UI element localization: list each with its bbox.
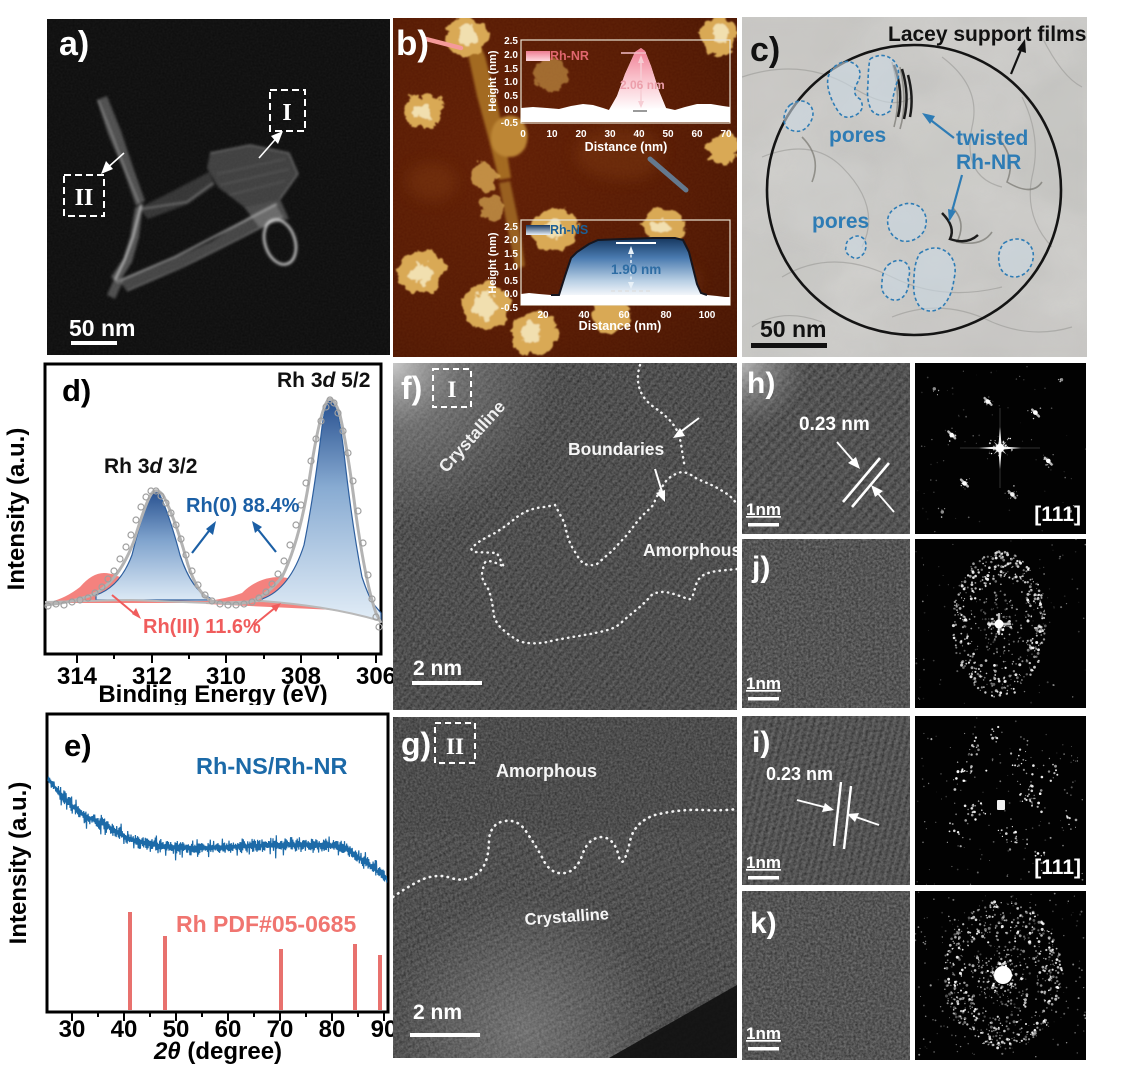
svg-text:-0.5: -0.5 (501, 303, 519, 314)
svg-text:0.23 nm: 0.23 nm (766, 764, 833, 784)
svg-text:Rh 3d 5/2: Rh 3d 5/2 (277, 369, 370, 392)
svg-text:c): c) (750, 31, 780, 69)
svg-text:pores: pores (829, 124, 886, 147)
svg-text:1.90 nm: 1.90 nm (611, 262, 661, 277)
svg-text:100: 100 (699, 310, 716, 321)
svg-text:Rh(0) 88.4%: Rh(0) 88.4% (186, 495, 300, 517)
svg-text:1nm: 1nm (746, 500, 781, 519)
svg-text:b): b) (396, 24, 429, 63)
svg-text:30: 30 (604, 129, 616, 140)
svg-text:20: 20 (537, 310, 549, 321)
svg-text:d): d) (62, 373, 91, 408)
svg-text:Rh PDF#05-0685: Rh PDF#05-0685 (176, 911, 356, 937)
svg-text:[111]: [111] (1034, 503, 1081, 526)
svg-text:40: 40 (111, 1016, 138, 1043)
svg-text:90: 90 (371, 1016, 398, 1043)
svg-text:20: 20 (575, 129, 587, 140)
svg-text:60: 60 (618, 310, 630, 321)
svg-text:80: 80 (319, 1016, 346, 1043)
svg-text:2.5: 2.5 (504, 36, 518, 47)
svg-text:50: 50 (163, 1016, 190, 1043)
svg-text:1.0: 1.0 (504, 262, 518, 273)
svg-text:i): i) (752, 726, 770, 759)
svg-text:j): j) (751, 551, 770, 584)
svg-text:2θ (degree): 2θ (degree) (153, 1038, 282, 1065)
svg-text:f): f) (401, 370, 422, 406)
svg-text:0.23 nm: 0.23 nm (799, 414, 870, 435)
svg-text:40: 40 (633, 129, 645, 140)
svg-text:Rh(III) 11.6%: Rh(III) 11.6% (143, 616, 261, 638)
svg-text:2.06 nm: 2.06 nm (620, 78, 665, 92)
svg-text:a): a) (59, 25, 89, 63)
svg-text:I: I (282, 100, 291, 126)
svg-text:k): k) (750, 907, 777, 940)
svg-text:2 nm: 2 nm (413, 657, 462, 680)
svg-text:2 nm: 2 nm (413, 1001, 462, 1024)
svg-text:Crystalline: Crystalline (524, 905, 609, 929)
svg-text:310: 310 (206, 663, 246, 690)
svg-text:Amorphous: Amorphous (643, 540, 737, 560)
svg-text:40: 40 (578, 310, 590, 321)
svg-text:1nm: 1nm (746, 1024, 781, 1043)
svg-text:312: 312 (132, 663, 172, 690)
svg-text:Rh-NR: Rh-NR (956, 151, 1021, 174)
svg-text:2.0: 2.0 (504, 235, 518, 246)
svg-text:Intensity (a.u.): Intensity (a.u.) (5, 782, 32, 945)
svg-text:-0.5: -0.5 (501, 118, 519, 129)
svg-text:h): h) (747, 367, 775, 400)
svg-text:Rh-NS: Rh-NS (550, 223, 588, 237)
svg-text:II: II (75, 185, 94, 211)
svg-text:70: 70 (720, 129, 732, 140)
svg-text:2.0: 2.0 (504, 50, 518, 61)
svg-text:1nm: 1nm (746, 674, 781, 693)
svg-text:50: 50 (662, 129, 674, 140)
svg-text:e): e) (64, 728, 92, 763)
svg-text:30: 30 (59, 1016, 86, 1043)
svg-text:0: 0 (520, 129, 526, 140)
svg-text:Intensity (a.u.): Intensity (a.u.) (3, 428, 30, 591)
svg-text:60: 60 (215, 1016, 242, 1043)
svg-text:[111]: [111] (1034, 856, 1081, 879)
svg-text:twisted: twisted (956, 127, 1028, 150)
svg-text:60: 60 (691, 129, 703, 140)
svg-text:1nm: 1nm (746, 853, 781, 872)
svg-text:80: 80 (660, 310, 672, 321)
svg-text:308: 308 (281, 663, 321, 690)
svg-text:0.5: 0.5 (504, 91, 518, 102)
svg-text:0.5: 0.5 (504, 276, 518, 287)
svg-text:1.5: 1.5 (504, 64, 518, 75)
svg-text:50 nm: 50 nm (69, 315, 135, 341)
svg-text:1.0: 1.0 (504, 77, 518, 88)
svg-text:314: 314 (57, 663, 98, 690)
svg-text:I: I (448, 377, 457, 402)
svg-text:0.0: 0.0 (504, 289, 518, 300)
svg-text:Rh-NS/Rh-NR: Rh-NS/Rh-NR (196, 753, 347, 779)
svg-text:Rh-NR: Rh-NR (550, 49, 589, 63)
svg-text:10: 10 (546, 129, 558, 140)
svg-text:Height (nm): Height (nm) (487, 50, 499, 111)
svg-text:0.0: 0.0 (504, 105, 518, 116)
svg-text:Amorphous: Amorphous (496, 761, 597, 781)
svg-text:50 nm: 50 nm (760, 316, 826, 342)
svg-text:Boundaries: Boundaries (568, 439, 665, 459)
svg-text:pores: pores (812, 210, 869, 233)
svg-text:Lacey support films: Lacey support films (888, 23, 1086, 46)
svg-text:306: 306 (356, 663, 396, 690)
svg-text:g): g) (401, 726, 431, 762)
svg-text:Height (nm): Height (nm) (487, 232, 499, 293)
svg-text:70: 70 (267, 1016, 294, 1043)
svg-text:II: II (446, 734, 464, 759)
svg-text:2.5: 2.5 (504, 222, 518, 233)
svg-text:Rh 3d 3/2: Rh 3d 3/2 (104, 455, 197, 478)
svg-text:1.5: 1.5 (504, 249, 518, 260)
svg-text:Distance (nm): Distance (nm) (585, 140, 668, 154)
svg-text:Distance (nm): Distance (nm) (579, 319, 662, 333)
svg-text:Binding Energy (eV): Binding Energy (eV) (98, 681, 327, 705)
